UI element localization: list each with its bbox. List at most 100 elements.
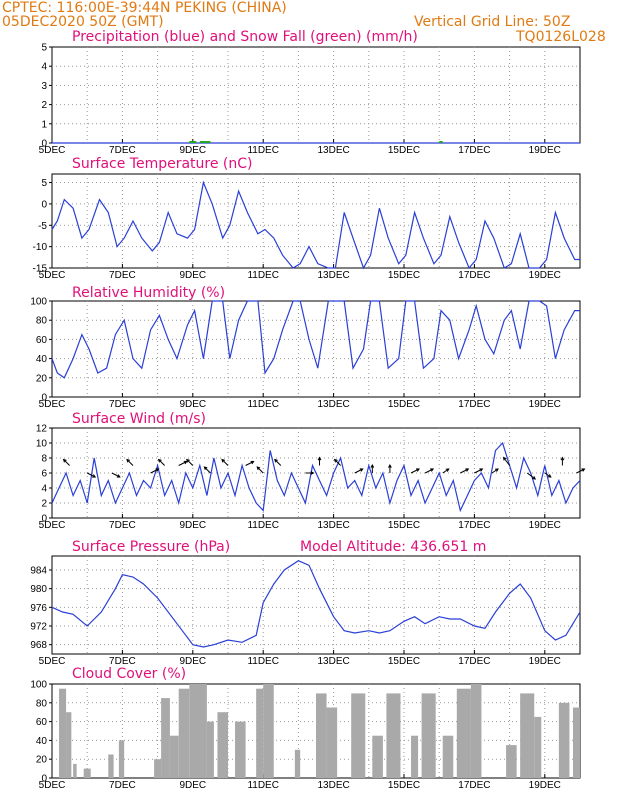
wind-arrow-head [183,460,188,465]
wind-arrow-head [203,466,208,471]
rh-ytick-label: 20 [36,373,48,384]
cloud-bar [118,740,125,778]
wind-arrow [334,459,341,466]
wind-arrow-head [465,468,470,472]
cloud-bar [456,688,471,778]
pres-ytick-label: 972 [30,622,47,633]
temp-ytick-label: -15 [33,264,48,275]
wind-ytick-label: 10 [36,439,48,450]
cloud-xtick-label: 5DEC [39,780,66,791]
pres-xtick-label: 19DEC [529,656,561,667]
wind-arrow-head [445,468,450,472]
title-rh: Relative Humidity (%) [72,285,226,301]
cloud-bar [66,712,72,778]
wind-arrow-head [186,458,190,463]
temp-ytick-label: -5 [38,221,47,232]
temp-frame [51,173,581,269]
pres-xtick-label: 17DEC [458,656,490,667]
rh-xtick-label: 15DEC [388,399,420,410]
title-pres: Surface Pressure (hPa) [72,539,231,555]
cloud-xtick-label: 9DEC [179,780,206,791]
wind-arrow [111,472,121,478]
precip-ytick-label: 0 [41,139,47,150]
wind-arrow [63,459,70,466]
wind-arrow-head [126,458,130,463]
wind-ytick-label: 0 [41,514,47,525]
wind-arrow [460,468,469,474]
cloud-bar [326,707,338,778]
wind-arrow-head [157,458,162,463]
wind-arrow [526,472,536,480]
wind-arrow-head [155,468,160,472]
wind-xtick-label: 13DEC [317,520,349,531]
rh-xtick-label: 11DEC [247,399,279,410]
wind-arrow [442,468,449,474]
cloud-bar [506,745,517,778]
wind-xtick-label: 5DEC [39,520,66,531]
temp-xtick-label: 15DEC [388,270,420,281]
rh-ytick-label: 0 [41,393,47,404]
cloud-bar [534,716,542,778]
temp-xtick-label: 19DEC [529,270,561,281]
temp-ytick-label: -10 [33,242,48,253]
wind-xtick-label: 17DEC [458,520,490,531]
cloud-xtick-label: 7DEC [109,780,136,791]
cloud-bar [421,693,436,778]
pres-xtick-label: 9DEC [179,656,206,667]
wind-arrow-head [274,458,278,463]
cloud-bar [572,707,580,778]
rh-frame [51,300,581,398]
temp-xtick-label: 9DEC [179,270,206,281]
wind-ytick-label: 6 [41,469,47,480]
wind-arrow-head [388,463,392,468]
cloud-ytick-label: 0 [41,774,47,785]
cloud-bar [372,735,383,778]
precip-xtick-label: 7DEC [109,145,136,156]
wind-arrow [410,468,420,474]
cloud-xtick-label: 15DEC [388,780,420,791]
temp-ytick-label: 5 [41,178,47,189]
wind-arrow [503,457,511,466]
wind-arrow-head [333,458,338,463]
temp-xtick-label: 5DEC [39,270,66,281]
pres-series-line [51,560,581,648]
wind-arrow-head [532,476,537,480]
cloud-bar [520,693,535,778]
wind-arrow [245,461,254,466]
precip-xtick-label: 11DEC [247,145,279,156]
cloud-bar [169,735,179,778]
wind-arrow [221,459,229,466]
cloud-bar [411,735,419,778]
rh-ytick-label: 40 [36,354,48,365]
title-wind: Surface Wind (m/s) [72,411,206,427]
precip-xtick-label: 15DEC [388,145,420,156]
cloud-bar [316,693,327,778]
cloud-bar [154,759,162,778]
cloud-xtick-label: 19DEC [529,780,561,791]
wind-arrow-head [502,456,507,461]
wind-arrow [186,459,194,466]
wind-arrow-head [62,458,67,463]
wind-arrow [158,459,165,466]
wind-arrow-head [547,474,552,478]
rh-ytick-label: 60 [36,335,48,346]
precip-ytick-label: 4 [41,62,47,73]
cloud-bar [161,698,170,778]
wind-arrow-head [370,463,375,468]
header-grid-note: Vertical Grid Line: 50Z [414,14,571,30]
wind-arrow [274,459,282,466]
temp-xtick-label: 7DEC [109,270,136,281]
cloud-ytick-label: 20 [36,755,48,766]
cloud-xtick-label: 17DEC [458,780,490,791]
rh-xtick-label: 5DEC [39,399,66,410]
precip-ytick-label: 1 [41,119,47,130]
wind-arrow-head [494,468,499,472]
wind-arrow-head [317,456,322,461]
cloud-bar [217,712,228,778]
temp-series-line [51,180,580,270]
wind-arrow [354,468,363,474]
cloud-bar [189,684,207,778]
cloud-bar [235,721,246,778]
cloud-bar [558,702,570,778]
